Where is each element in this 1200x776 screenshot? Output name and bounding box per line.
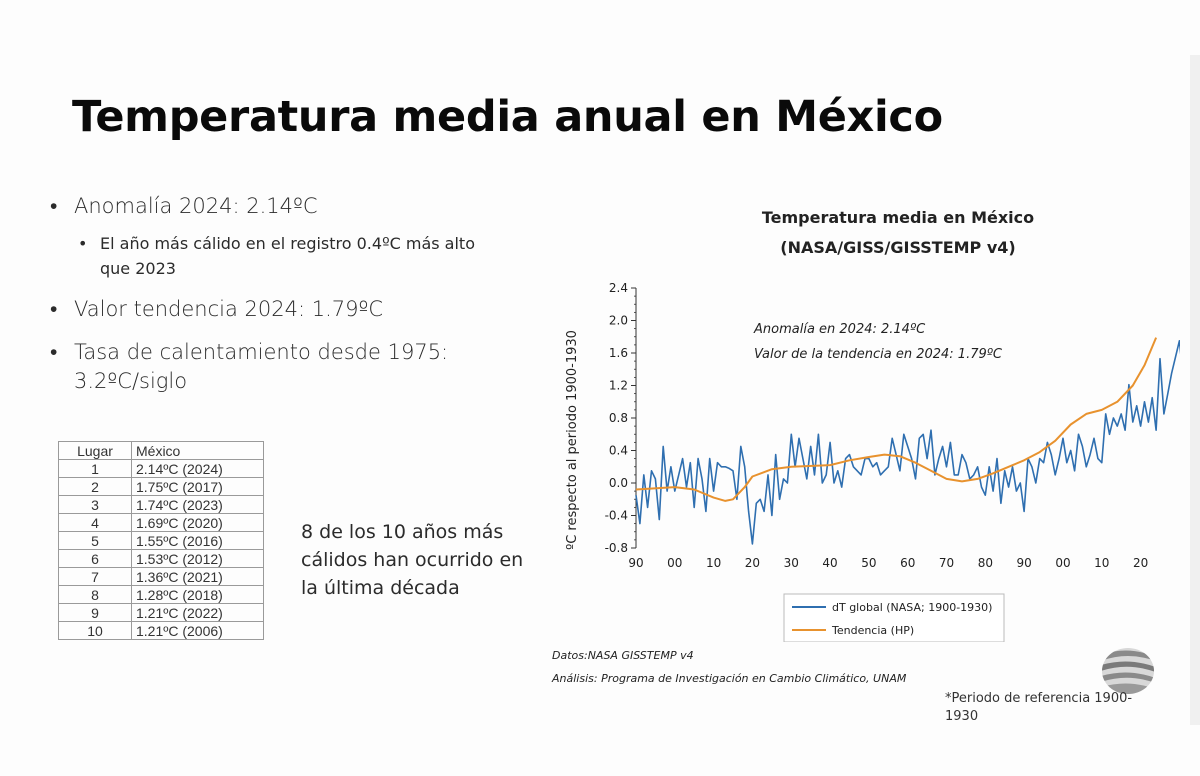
- y-tick-label: -0.8: [605, 541, 628, 555]
- rank-cell: 1: [58, 459, 132, 478]
- table-row: 7 1.36ºC (2021): [58, 567, 264, 586]
- x-tick-label: 20: [745, 556, 760, 570]
- value-cell: 1.21ºC (2022): [131, 603, 264, 622]
- bullet-anomaly-detail: El año más cálido en el registro 0.4ºC m…: [48, 231, 488, 281]
- rank-cell: 9: [58, 603, 132, 622]
- y-tick-label: 1.6: [609, 346, 628, 360]
- x-tick-label: 90: [628, 556, 643, 570]
- legend-box: [783, 593, 1005, 642]
- value-cell: 1.28ºC (2018): [131, 585, 264, 604]
- value-cell: 1.55ºC (2016): [131, 531, 264, 550]
- value-cell: 1.53ºC (2012): [131, 549, 264, 568]
- x-tick-label: 10: [706, 556, 721, 570]
- legend-label-global: dT global (NASA; 1900-1930): [832, 601, 992, 614]
- y-tick-label: 2.0: [609, 314, 628, 328]
- chart-legend: dT global (NASA; 1900-1930) Tendencia (H…: [783, 593, 1005, 642]
- value-cell: 2.14ºC (2024): [131, 459, 264, 478]
- rank-cell: 10: [58, 621, 132, 640]
- annotation-trend: Valor de la tendencia en 2024: 1.79ºC: [754, 347, 1003, 362]
- table-header-row: Lugar México: [58, 441, 264, 460]
- analysis-credit: Análisis: Programa de Investigación en C…: [552, 672, 907, 685]
- x-tick-label: 00: [1055, 556, 1070, 570]
- x-tick-label: 10: [1094, 556, 1109, 570]
- chart-title: Temperatura media en México (NASA/GISS/G…: [720, 203, 1076, 263]
- table-row: 5 1.55ºC (2016): [58, 531, 264, 550]
- table-row: 8 1.28ºC (2018): [58, 585, 264, 604]
- legend-label-trend: Tendencia (HP): [831, 624, 914, 637]
- rank-cell: 8: [58, 585, 132, 604]
- ranking-table: Lugar México 1 2.14ºC (2024) 2 1.75ºC (201…: [58, 441, 264, 640]
- rank-cell: 7: [58, 567, 132, 586]
- value-cell: 1.36ºC (2021): [131, 567, 264, 586]
- series-line-trend: [635, 337, 1158, 502]
- x-tick-label: 00: [667, 556, 682, 570]
- globe-logo-icon: [1102, 648, 1154, 694]
- chart-title-line2: (NASA/GISS/GISSTEMP v4): [780, 238, 1016, 257]
- table-row: 2 1.75ºC (2017): [58, 477, 264, 496]
- bullet-warming-rate: Tasa de calentamiento desde 1975: 3.2ºC/…: [48, 338, 488, 396]
- x-tick-label: 60: [900, 556, 915, 570]
- y-tick-label: 1.2: [609, 379, 628, 393]
- x-tick-label: 80: [978, 556, 993, 570]
- x-tick-label: 90: [1017, 556, 1032, 570]
- x-tick-label: 20: [1133, 556, 1148, 570]
- value-cell: 1.69ºC (2020): [131, 513, 264, 532]
- chart-axes: -0.8 -0.4 0.0 0.4 0.8 1.2 1.6 2.0 2.4 90 00 10 20 30 4…: [605, 281, 1149, 570]
- slide-edge: [1190, 55, 1200, 725]
- bullet-list: Anomalía 2024: 2.14ºC El año más cálido …: [48, 192, 488, 410]
- y-tick-label: 0.0: [609, 476, 628, 490]
- value-cell: 1.75ºC (2017): [131, 477, 264, 496]
- table-row: 10 1.21ºC (2006): [58, 621, 264, 640]
- value-cell: 1.74ºC (2023): [131, 495, 264, 514]
- slide-title: Temperatura media anual en México: [72, 92, 943, 142]
- warmest-decade-note: 8 de los 10 años más cálidos han ocurrid…: [301, 521, 524, 599]
- x-tick-label: 40: [822, 556, 837, 570]
- x-tick-label: 70: [939, 556, 954, 570]
- table-row: 1 2.14ºC (2024): [58, 459, 264, 478]
- chart-credits: Datos:NASA GISSTEMP v4 Análisis: Program…: [552, 644, 906, 690]
- header-rank: Lugar: [58, 441, 132, 460]
- rank-cell: 6: [58, 549, 132, 568]
- y-tick-label: -0.4: [605, 509, 628, 523]
- table-row: 9 1.21ºC (2022): [58, 603, 264, 622]
- rank-cell: 5: [58, 531, 132, 550]
- x-tick-label: 50: [861, 556, 876, 570]
- reference-period-note: *Periodo de referencia 1900-1930: [945, 691, 1133, 724]
- chart-title-line1: Temperatura media en México: [761, 208, 1035, 227]
- rank-cell: 3: [58, 495, 132, 514]
- bullet-anomaly: Anomalía 2024: 2.14ºC: [48, 192, 488, 221]
- table-row: 4 1.69ºC (2020): [58, 513, 264, 532]
- y-tick-label: 0.8: [609, 411, 628, 425]
- y-tick-label: 2.4: [609, 281, 628, 295]
- data-source: Datos:NASA GISSTEMP v4: [552, 649, 694, 662]
- temperature-chart: -0.8 -0.4 0.0 0.4 0.8 1.2 1.6 2.0 2.4 90 00 10 20 30 4…: [565, 281, 1180, 642]
- table-row: 6 1.53ºC (2012): [58, 549, 264, 568]
- value-cell: 1.21ºC (2006): [131, 621, 264, 640]
- bullet-trend: Valor tendencia 2024: 1.79ºC: [48, 295, 488, 324]
- y-tick-label: 0.4: [609, 444, 628, 458]
- table-row: 3 1.74ºC (2023): [58, 495, 264, 514]
- y-axis-label: ºC respecto al periodo 1900-1930: [565, 330, 580, 550]
- x-tick-label: 30: [784, 556, 799, 570]
- annotation-anomaly: Anomalía en 2024: 2.14ºC: [753, 322, 926, 337]
- header-country: México: [131, 441, 264, 460]
- rank-cell: 2: [58, 477, 132, 496]
- rank-cell: 4: [58, 513, 132, 532]
- chart-plot-area: [635, 337, 1180, 545]
- series-line-global: [635, 340, 1180, 545]
